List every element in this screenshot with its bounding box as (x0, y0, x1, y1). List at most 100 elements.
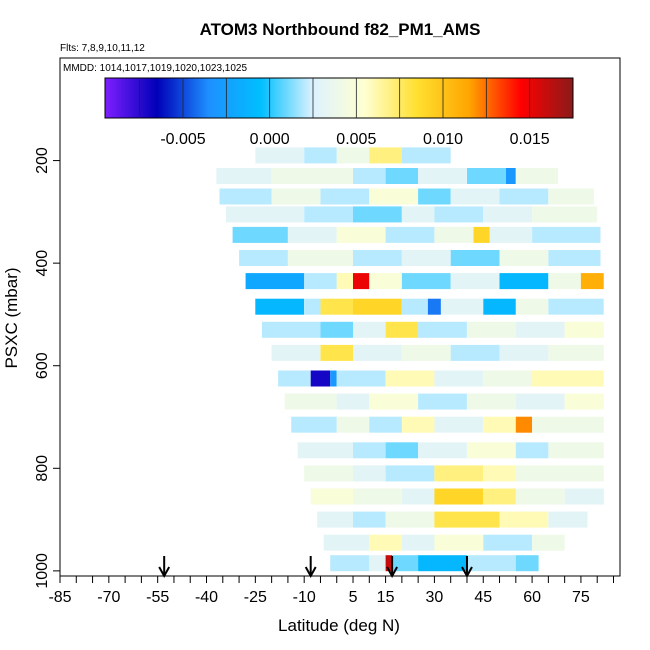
heatmap-cell (434, 534, 484, 551)
x-tick-label: -55 (146, 589, 169, 606)
heatmap-cell (353, 511, 386, 528)
heatmap-cell (255, 298, 305, 315)
heatmap-cell (385, 321, 419, 338)
heatmap-cell (515, 393, 565, 410)
heatmap-cell (271, 344, 321, 361)
heatmap-cell (515, 168, 559, 184)
heatmap-cell (532, 534, 565, 551)
plot-frame (59, 57, 621, 577)
x-tick-label: -40 (195, 589, 218, 606)
heatmap-cell (401, 416, 435, 433)
heatmap-cell (434, 511, 500, 528)
heatmap-cell (418, 168, 467, 184)
heatmap-cell (385, 555, 393, 572)
heatmap-cell (385, 168, 419, 184)
heatmap-cell (320, 344, 354, 361)
heatmap-cell (353, 321, 386, 338)
heatmap-cell (219, 188, 272, 205)
heatmap-cell (336, 416, 370, 433)
heatmap-cell (427, 298, 441, 315)
y-axis-label: PSXC (mbar) (2, 267, 21, 368)
heatmap-cell (548, 511, 588, 528)
heatmap-cell (564, 488, 604, 505)
heatmap-cell (548, 188, 594, 205)
heatmap-cell (418, 188, 451, 205)
heatmap-cell (434, 465, 484, 482)
colorbar: -0.005 0.000 0.005 0.010 0.015 (104, 77, 574, 148)
heatmap-cell (440, 298, 484, 315)
heatmap-cell (515, 488, 565, 505)
heatmap-cell (369, 147, 402, 164)
heatmap-cell (297, 442, 353, 459)
heatmap-cell (434, 488, 484, 505)
heatmap-cell (239, 250, 288, 266)
heatmap-cell (548, 344, 604, 361)
x-tick-label: 45 (474, 589, 492, 606)
heatmap-cell (336, 393, 370, 410)
x-tick-label: -25 (244, 589, 267, 606)
x-tick-label: 75 (572, 589, 590, 606)
heatmap-cell (499, 188, 549, 205)
heatmap-cell (434, 370, 484, 387)
heatmap-cell (336, 370, 386, 387)
flight-marker-arrow (304, 556, 317, 579)
colorbar-tick-label: 0.015 (510, 131, 550, 148)
heatmap-cell (304, 273, 337, 290)
heatmap-cell (418, 321, 467, 338)
heatmap-cell (320, 321, 354, 338)
heatmap-cell (401, 298, 428, 315)
heatmap-cell (499, 273, 549, 290)
heatmap-cell (499, 250, 549, 266)
x-tick-label: -10 (293, 589, 316, 606)
heatmap-cell (369, 273, 402, 290)
heatmap-cell (310, 488, 353, 505)
heatmap-cell (353, 273, 370, 290)
heatmap-cell (385, 511, 435, 528)
colorbar-tick-label: 0.010 (423, 131, 463, 148)
heatmap-cell (304, 298, 321, 315)
heatmap-cell (467, 555, 516, 572)
heatmap-cell (515, 555, 539, 572)
heatmap-cell (580, 273, 604, 290)
heatmap-cell (532, 370, 604, 387)
heatmap-cell (499, 344, 549, 361)
heatmap-cell (532, 226, 601, 243)
heatmap-cell (401, 534, 435, 551)
heatmap-cell (330, 370, 337, 387)
y-tick-label: 400 (34, 250, 51, 277)
x-axis-label: Latitude (deg N) (278, 616, 400, 635)
x-tick-label: 15 (377, 589, 395, 606)
x-axis: -85 -70 -55 -40 -25 -10 5 15 30 45 60 75 (48, 576, 614, 606)
heatmap-cell (369, 188, 419, 205)
heatmap-cell (532, 206, 598, 223)
heatmap-cell (232, 226, 288, 243)
heatmap-cell (467, 442, 516, 459)
heatmap-cell (548, 273, 581, 290)
heatmap-cell (336, 273, 353, 290)
chart-title: ATOM3 Northbound f82_PM1_AMS (200, 20, 481, 39)
heatmap-cell (385, 370, 435, 387)
heatmap-cell (467, 393, 516, 410)
heatmap-cell (284, 393, 337, 410)
heatmap-cell (271, 168, 353, 184)
heatmap-cell (532, 416, 604, 433)
heatmap-cell (271, 188, 321, 205)
heatmap-cell (385, 226, 435, 243)
heatmap-cell (320, 188, 370, 205)
colorbar-tick-label: -0.005 (160, 131, 205, 148)
heatmap-cell (385, 465, 435, 482)
heatmap-cell (287, 250, 353, 266)
colorbar-tick-label: 0.000 (250, 131, 290, 148)
heatmap-cell (353, 344, 402, 361)
heatmap-cell (515, 298, 549, 315)
heatmap-cell (226, 206, 305, 223)
heatmap-cell (434, 416, 484, 433)
heatmap-cell (515, 321, 565, 338)
heatmap-cell (418, 555, 467, 572)
heatmap-cell (483, 416, 516, 433)
heatmap-cell (450, 188, 500, 205)
heatmap-cell (401, 147, 451, 164)
heatmap-cell (450, 250, 500, 266)
heatmap-cell (385, 442, 419, 459)
